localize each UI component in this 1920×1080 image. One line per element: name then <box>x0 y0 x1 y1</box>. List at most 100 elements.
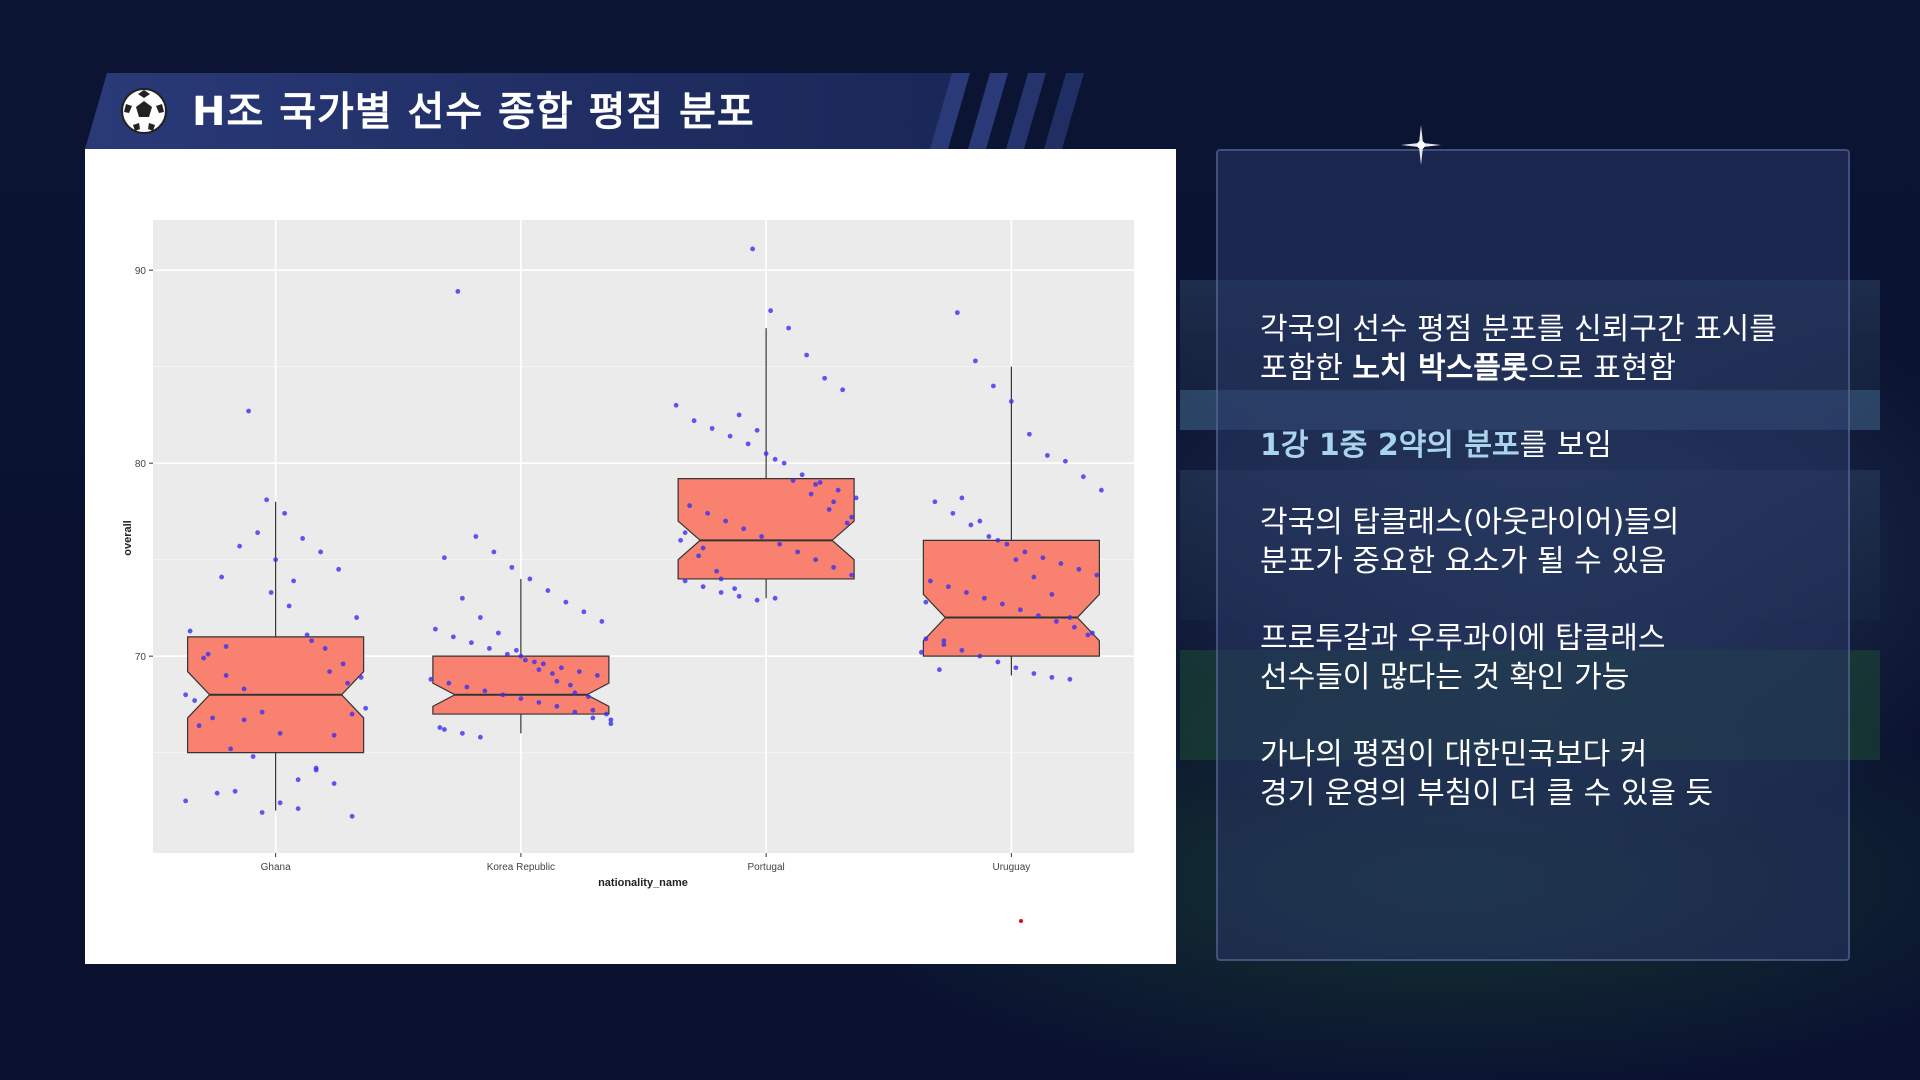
data-point <box>853 495 859 501</box>
title-stripes-decoration <box>930 73 1084 149</box>
data-point <box>923 599 929 605</box>
data-point <box>437 725 443 730</box>
stray-red-dot <box>1019 919 1023 923</box>
axes-layer: 70 80 90 Ghana Korea Republic Portugal Uruguay <box>135 266 1030 873</box>
data-point <box>923 636 929 642</box>
notes-panel <box>1216 149 1850 961</box>
data-point <box>972 358 978 364</box>
data-point <box>995 659 1001 665</box>
data-point <box>918 649 924 655</box>
data-point <box>183 692 189 698</box>
data-point <box>599 619 605 624</box>
data-point <box>331 781 337 786</box>
data-point <box>255 530 261 536</box>
data-point <box>259 709 265 715</box>
data-point <box>959 495 965 501</box>
data-point <box>286 603 292 609</box>
data-point <box>763 451 769 456</box>
data-point <box>464 684 470 690</box>
data-point <box>277 730 283 736</box>
data-point <box>1026 431 1032 437</box>
note-4: 프로투갈과 우루과이에 탑클래스 선수들이 많다는 것 확인 가능 <box>1260 619 1840 697</box>
data-point <box>554 703 560 709</box>
data-point <box>201 655 207 661</box>
data-point <box>682 578 688 584</box>
data-point <box>1080 474 1086 480</box>
data-point <box>585 694 591 700</box>
chart-panel: 70 80 90 Ghana Korea Republic Portugal Uruguay… <box>85 149 1176 964</box>
data-point <box>718 590 724 595</box>
data-point <box>536 700 542 705</box>
data-point <box>754 427 760 433</box>
data-point <box>473 534 479 539</box>
boxplot-chart: 70 80 90 Ghana Korea Republic Portugal Uruguay… <box>122 220 1134 923</box>
box-portugal <box>677 478 855 580</box>
data-point <box>554 678 560 684</box>
data-point <box>295 806 301 812</box>
box-uruguay <box>922 539 1100 657</box>
data-point <box>603 711 609 717</box>
data-point <box>709 426 715 431</box>
y-tick-label: 80 <box>135 459 147 470</box>
data-point <box>1062 458 1068 464</box>
data-point <box>455 289 461 294</box>
data-point <box>700 584 706 590</box>
data-point <box>563 599 569 605</box>
data-point <box>428 676 434 682</box>
data-point <box>936 667 942 673</box>
data-point <box>187 628 193 634</box>
data-point <box>990 383 996 389</box>
data-point <box>246 408 252 414</box>
data-point <box>518 653 524 659</box>
data-point <box>772 595 778 601</box>
note-2: 1강 1중 2약의 분포를 보임 <box>1260 426 1840 465</box>
data-point <box>977 653 983 659</box>
x-tick-label: Portugal <box>748 862 785 873</box>
data-point <box>790 478 796 483</box>
data-point <box>223 644 229 649</box>
data-point <box>540 661 546 667</box>
data-point <box>786 325 792 331</box>
data-point <box>459 595 465 601</box>
data-point <box>527 576 533 582</box>
data-point <box>932 499 938 505</box>
data-point <box>1085 632 1091 638</box>
data-point <box>450 634 456 640</box>
data-point <box>264 497 270 503</box>
data-point <box>772 456 778 462</box>
data-point <box>1067 676 1073 682</box>
x-axis-label: nationality_name <box>598 877 688 889</box>
y-axis-label: overall <box>122 520 134 555</box>
data-point <box>196 723 202 729</box>
data-point <box>1053 619 1059 624</box>
data-point <box>849 572 855 578</box>
note-5-line-2: 경기 운영의 부침이 더 클 수 있을 듯 <box>1260 776 1714 811</box>
data-point <box>441 555 447 561</box>
data-point <box>1040 555 1046 561</box>
data-point <box>1058 561 1064 566</box>
data-point <box>590 715 596 721</box>
data-point <box>509 564 515 570</box>
data-point <box>678 537 684 543</box>
data-point <box>513 647 519 653</box>
data-point <box>844 520 850 526</box>
note-1-text-post: 으로 표현함 <box>1528 351 1676 386</box>
data-point <box>732 586 738 592</box>
data-point <box>795 549 801 555</box>
data-point <box>723 518 729 524</box>
data-point <box>1098 487 1104 493</box>
data-point <box>1013 665 1019 671</box>
note-4-line-2: 선수들이 많다는 것 확인 가능 <box>1260 660 1630 695</box>
note-4-line-1: 프로투갈과 우루과이에 탑클래스 <box>1260 621 1666 656</box>
data-point <box>705 510 711 516</box>
data-point <box>504 651 510 657</box>
boxes-layer <box>187 328 1100 811</box>
data-point <box>477 734 483 740</box>
data-point <box>1076 566 1082 572</box>
data-point <box>576 669 582 674</box>
data-point <box>205 651 211 657</box>
data-point <box>241 717 247 723</box>
x-tick-label: Uruguay <box>992 862 1030 873</box>
data-point <box>687 503 693 509</box>
data-point <box>608 721 614 727</box>
